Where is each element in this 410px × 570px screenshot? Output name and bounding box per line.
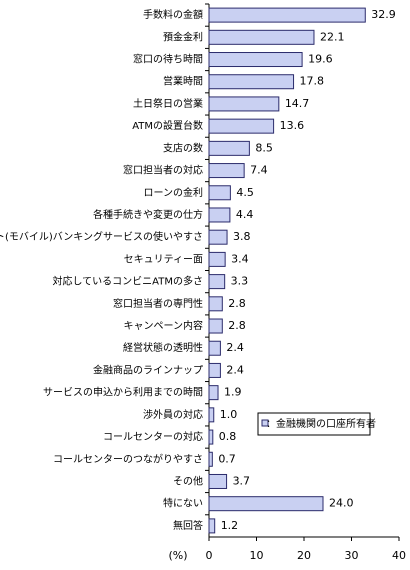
value-label: 2.4: [226, 341, 244, 354]
legend-box: [257, 412, 371, 436]
x-axis-label: (%): [168, 549, 187, 562]
bar: [208, 229, 228, 245]
value-label: 24.0: [329, 497, 354, 510]
bar: [208, 407, 215, 423]
bar: [208, 185, 231, 201]
value-label: 4.4: [236, 208, 254, 221]
value-label: 14.7: [285, 97, 310, 110]
value-label: 2.4: [226, 363, 244, 376]
bar: [208, 29, 315, 45]
y-tick-label: 土日祭日の営業: [133, 97, 203, 110]
y-tick-label: 渉外員の対応: [143, 408, 203, 421]
bar: [208, 274, 226, 290]
value-label: 0.7: [218, 452, 236, 465]
value-label: 17.8: [300, 75, 325, 88]
bar: [208, 140, 250, 156]
value-label: 3.3: [231, 275, 249, 288]
value-label: 2.8: [228, 297, 246, 310]
y-tick-label: 金融商品のラインナップ: [93, 363, 203, 376]
bar: [208, 385, 219, 401]
y-tick-label: その他: [173, 474, 203, 487]
y-tick-label: コールセンターの対応: [103, 430, 203, 443]
x-tick-label: 30: [345, 549, 359, 562]
y-tick-label: 手数料の金額: [143, 8, 203, 21]
value-label: 4.5: [236, 186, 254, 199]
value-label: 3.8: [233, 230, 251, 243]
bar: [208, 251, 226, 267]
bar: [208, 296, 223, 312]
value-label: 7.4: [250, 164, 268, 177]
y-tick-label: 窓口担当者の対応: [123, 164, 203, 177]
bar: [208, 74, 295, 90]
bar: [208, 96, 280, 112]
y-tick-label: ATMの設置台数: [132, 119, 203, 132]
bar: [208, 451, 213, 467]
y-tick-label: 窓口の待ち時間: [133, 53, 203, 66]
value-label: 22.1: [320, 30, 345, 43]
value-label: 8.5: [255, 141, 273, 154]
bar: [208, 163, 245, 179]
value-label: 1.0: [220, 408, 238, 421]
bar: [208, 52, 303, 68]
value-label: 3.4: [231, 252, 249, 265]
y-tick-label: コールセンターのつながりやすさ: [53, 452, 203, 465]
bar: [208, 429, 214, 445]
value-label: 32.9: [371, 8, 396, 21]
value-label: 19.6: [308, 53, 333, 66]
value-label: 2.8: [228, 319, 246, 332]
bar: [208, 362, 221, 378]
y-tick-label: 営業時間: [163, 75, 203, 88]
value-label: 3.7: [233, 474, 251, 487]
value-label: 13.6: [280, 119, 305, 132]
y-tick-label: セキュリティー面: [124, 253, 203, 265]
value-label: 0.8: [219, 430, 237, 443]
legend-label: ：金融機関の口座所有者: [266, 417, 376, 430]
y-tick-label: キャンペーン内容: [124, 319, 204, 332]
bar: [208, 473, 228, 489]
y-tick-label: 対応しているコンビニATMの多さ: [52, 275, 203, 288]
x-tick-label: 40: [392, 549, 406, 562]
bar: [208, 118, 275, 134]
bar: [208, 318, 223, 334]
y-tick-label: 各種手続きや変更の仕方: [93, 208, 203, 221]
y-tick-label: ローンの金利: [144, 186, 204, 199]
bar: [208, 7, 366, 23]
bar: [208, 518, 216, 534]
legend-swatch: [261, 419, 269, 427]
bar: [208, 496, 324, 512]
x-tick-label: 10: [250, 549, 264, 562]
y-tick-label: 窓口担当者の専門性: [113, 297, 203, 310]
y-tick-label: 預金金利: [163, 30, 203, 43]
y-tick-label: 経営状態の透明性: [123, 341, 203, 354]
value-label: 1.9: [224, 386, 242, 399]
bar: [208, 340, 221, 356]
y-tick-label: 特にない: [163, 498, 203, 510]
x-tick-label: 0: [206, 549, 213, 562]
y-tick-label: ネット(モバイル)バンキングサービスの使いやすさ: [0, 230, 203, 243]
x-tick-label: 20: [297, 549, 311, 562]
y-tick-label: 支店の数: [163, 141, 203, 154]
y-tick-label: 無回答: [173, 519, 203, 532]
bar: [208, 207, 231, 223]
y-tick-label: サービスの申込から利用までの時間: [43, 386, 203, 399]
value-label: 1.2: [221, 519, 239, 532]
